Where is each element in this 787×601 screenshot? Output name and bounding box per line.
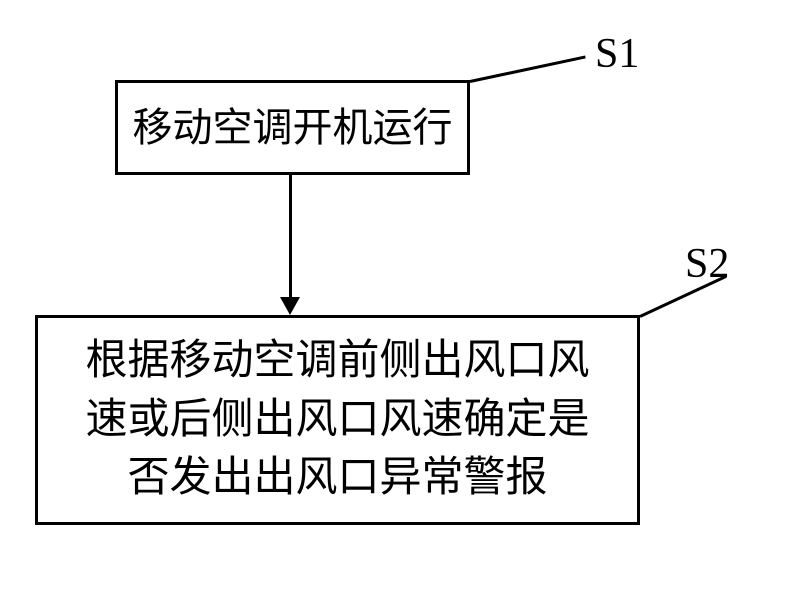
node-s2-label-line: [639, 275, 726, 318]
flowchart-node-s2: 根据移动空调前侧出风口风 速或后侧出风口风速确定是 否发出出风口异常警报: [35, 315, 640, 525]
edge-s1-s2-line: [289, 175, 292, 297]
node-s1-label: S1: [595, 30, 639, 78]
node-s2-text: 根据移动空调前侧出风口风 速或后侧出风口风速确定是 否发出出风口异常警报: [77, 324, 597, 516]
flowchart-node-s1: 移动空调开机运行: [115, 80, 470, 175]
edge-s1-s2-arrow: [280, 297, 300, 315]
node-s1-text: 移动空调开机运行: [125, 92, 461, 164]
node-s2-label: S2: [685, 240, 729, 288]
node-s1-label-line: [470, 55, 586, 82]
flowchart-container: 移动空调开机运行 S1 根据移动空调前侧出风口风 速或后侧出风口风速确定是 否发…: [0, 0, 787, 601]
